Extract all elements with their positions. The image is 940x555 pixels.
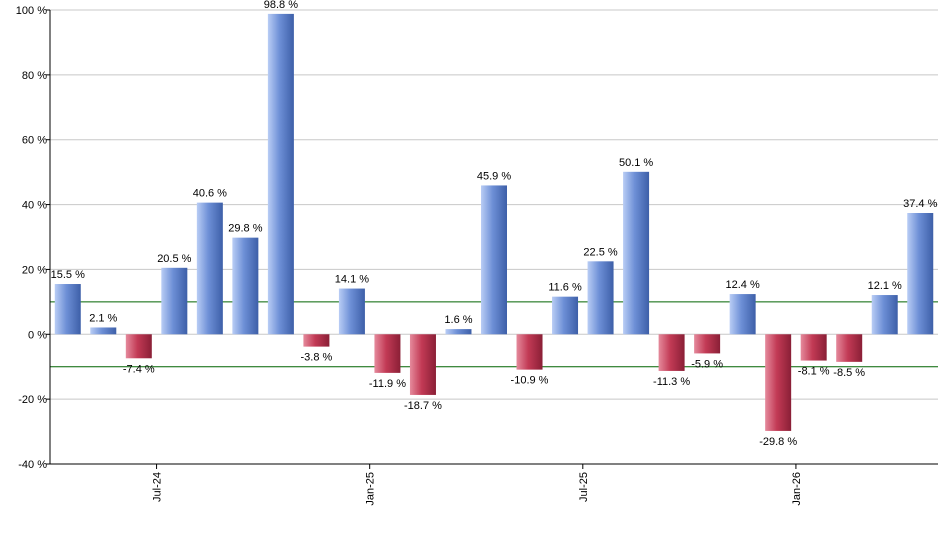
data-label: -5.9 % xyxy=(691,358,723,370)
data-label: 37.4 % xyxy=(903,198,937,210)
bar xyxy=(871,295,898,335)
x-tick-label: Jul-25 xyxy=(578,472,590,502)
bar xyxy=(445,329,472,335)
axes: -40 % -20 % 0 % 20 % 40 % 60 % 80 % 100 % Jul-24… xyxy=(16,5,938,506)
data-label: -8.1 % xyxy=(798,366,830,378)
data-label: -29.8 % xyxy=(759,436,797,448)
data-label: 12.1 % xyxy=(868,280,902,292)
y-tick-label: 0 % xyxy=(28,329,47,341)
bar xyxy=(125,334,152,359)
data-label: -11.3 % xyxy=(653,376,690,388)
data-labels: 15.5 % 2.1 % -7.4 % 20.5 % 40.6 % 29.8 % 98.8 … xyxy=(51,0,938,448)
data-label: -7.4 % xyxy=(123,363,155,375)
bar xyxy=(54,284,81,335)
data-label: 22.5 % xyxy=(583,246,617,258)
y-tick-label: 100 % xyxy=(16,5,47,17)
bar xyxy=(481,185,507,335)
y-tick-label: -40 % xyxy=(18,459,47,471)
data-label: -8.5 % xyxy=(833,367,865,379)
data-label: 11.6 % xyxy=(548,282,582,294)
x-tick-label: Jan-26 xyxy=(791,472,803,506)
bar xyxy=(90,327,117,335)
data-label: 1.6 % xyxy=(444,314,472,326)
data-label: 12.4 % xyxy=(726,279,760,291)
data-label: -3.8 % xyxy=(301,352,333,364)
bar xyxy=(516,334,543,370)
bar xyxy=(267,13,294,335)
bar xyxy=(765,334,792,431)
bar xyxy=(161,267,188,335)
bar xyxy=(196,202,223,335)
bar xyxy=(303,334,330,347)
bar xyxy=(623,171,650,335)
data-label: 98.8 % xyxy=(264,0,298,11)
bar xyxy=(694,334,721,354)
bar xyxy=(374,334,401,373)
data-label: 29.8 % xyxy=(228,223,262,235)
y-tick-label: -20 % xyxy=(18,394,47,406)
data-label: 14.1 % xyxy=(335,274,369,286)
x-tick-label: Jan-25 xyxy=(365,472,377,506)
data-label: -10.9 % xyxy=(511,375,549,387)
bar xyxy=(907,213,934,335)
bar xyxy=(232,237,259,335)
y-tick-label: 40 % xyxy=(22,200,47,212)
bar xyxy=(552,296,579,335)
data-label: -18.7 % xyxy=(404,400,442,412)
y-tick-label: 20 % xyxy=(22,264,47,276)
bar xyxy=(729,294,756,335)
data-label: 45.9 % xyxy=(477,170,511,182)
bar xyxy=(800,334,827,361)
y-tick-label: 80 % xyxy=(22,70,47,82)
bars xyxy=(54,13,934,431)
x-tick-label: Jul-24 xyxy=(152,472,164,502)
bar xyxy=(338,288,365,335)
bar xyxy=(409,334,436,395)
data-label: 50.1 % xyxy=(619,157,653,169)
data-label: 2.1 % xyxy=(89,312,117,324)
bar xyxy=(587,261,614,335)
data-label: -11.9 % xyxy=(369,378,406,390)
data-label: 15.5 % xyxy=(51,269,85,281)
bar xyxy=(836,334,863,362)
data-label: 20.5 % xyxy=(157,253,191,265)
bar xyxy=(658,334,685,371)
y-tick-label: 60 % xyxy=(22,135,47,147)
data-label: 40.6 % xyxy=(193,188,227,200)
